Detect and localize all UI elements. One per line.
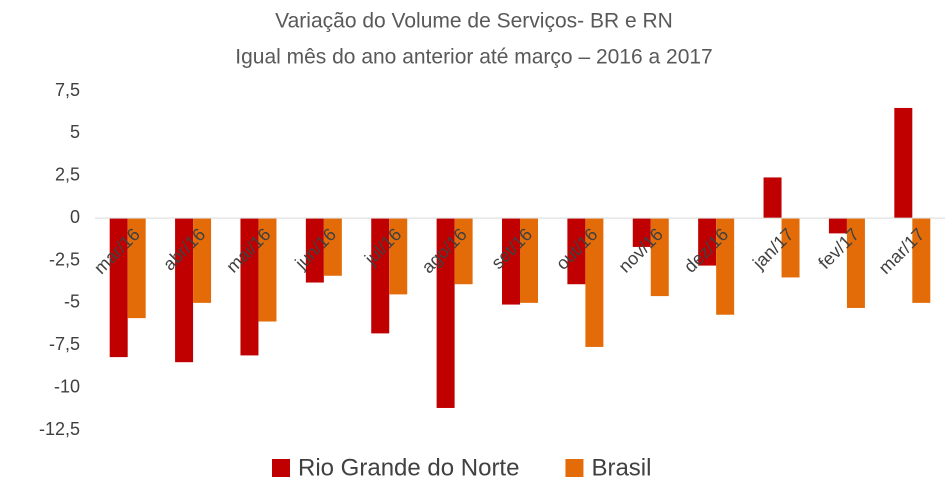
bar (371, 218, 390, 334)
bar (585, 218, 604, 347)
bar (632, 218, 651, 247)
bar (193, 218, 212, 303)
legend-swatch (565, 459, 584, 477)
bar (912, 218, 931, 303)
y-tick-label: 5 (70, 122, 80, 142)
bar (781, 218, 800, 278)
legend-swatch (272, 459, 290, 477)
legend-label: Rio Grande do Norte (298, 454, 519, 481)
bar (716, 218, 735, 315)
bar (520, 218, 538, 303)
bar (846, 218, 865, 308)
bar (127, 218, 146, 319)
bar (650, 218, 669, 297)
bar (389, 218, 408, 295)
y-tick-label: -10 (54, 376, 80, 396)
bar (454, 218, 473, 285)
bar (175, 218, 194, 363)
bar (698, 218, 717, 266)
y-tick-label: 0 (70, 207, 80, 227)
chart-subtitle: Igual mês do ano anterior até março – 20… (235, 46, 712, 69)
bar (763, 177, 782, 219)
bar (502, 218, 520, 305)
y-tick-label: -7,5 (49, 334, 80, 354)
bar (567, 218, 586, 285)
bar (894, 107, 913, 219)
bar (828, 218, 847, 234)
bar (305, 218, 324, 283)
y-tick-label: -12,5 (39, 419, 80, 439)
bar (436, 218, 455, 408)
bar (109, 218, 128, 358)
y-tick-label: -5 (64, 292, 80, 312)
y-tick-label: -2,5 (49, 249, 80, 269)
y-tick-label: 2,5 (55, 165, 80, 185)
bar (258, 218, 277, 322)
bar (323, 218, 342, 276)
y-tick-label: 7,5 (55, 80, 80, 100)
bar (240, 218, 259, 356)
legend-label: Brasil (591, 454, 651, 481)
chart-title: Variação do Volume de Serviços- BR e RN (275, 10, 673, 33)
